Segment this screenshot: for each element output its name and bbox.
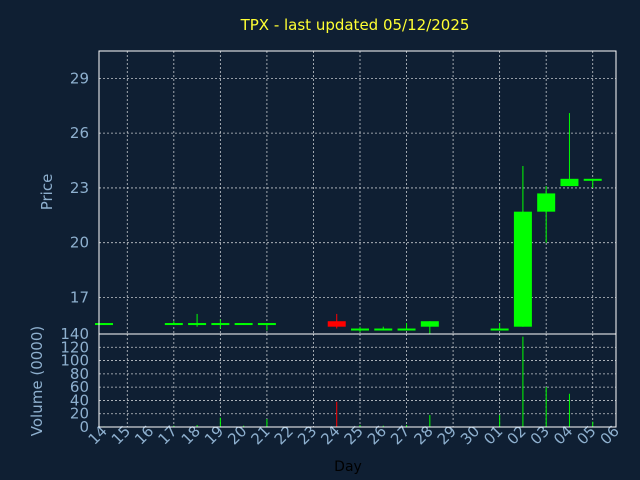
candle-body <box>188 323 207 326</box>
volume-y-tick-label: 0 <box>79 418 89 436</box>
candle-body <box>374 328 393 331</box>
volume-grid <box>99 334 616 427</box>
price-y-tick-label: 17 <box>70 288 89 306</box>
chart-title: TPX - last updated 05/12/2025 <box>240 16 470 34</box>
candle-body <box>164 323 183 326</box>
candle-body <box>351 328 369 331</box>
candle-body <box>583 178 602 181</box>
price-y-ticks: 17 20 23 26 29 <box>70 69 89 306</box>
candle-body <box>211 323 230 326</box>
candle-body <box>490 328 509 331</box>
volume-y-tick-label: 60 <box>70 378 89 396</box>
candles <box>95 113 602 334</box>
volume-y-tick-label: 120 <box>60 338 89 356</box>
volume-bars <box>103 336 594 427</box>
price-grid <box>99 51 616 334</box>
volume-y-tick-label: 100 <box>60 352 89 370</box>
price-y-tick-label: 26 <box>70 124 89 142</box>
candle-body <box>95 323 113 326</box>
price-panel-frame <box>98 50 617 335</box>
candle-body <box>420 321 439 327</box>
x-tick-label: 06 <box>597 422 623 448</box>
candle-body <box>257 323 276 326</box>
x-ticks: 1415161718192021222324252627282930010203… <box>85 422 623 448</box>
volume-y-tick-label: 20 <box>70 405 89 423</box>
candle-body <box>513 211 532 327</box>
price-y-tick-label: 29 <box>70 69 89 87</box>
volume-y-tick-label: 140 <box>60 325 89 343</box>
volume-panel-frame <box>98 333 617 428</box>
price-axis-label: Price <box>38 174 56 211</box>
volume-axis-label: Volume (0000) <box>28 326 46 436</box>
price-y-tick-label: 23 <box>70 179 89 197</box>
volume-y-tick-label: 80 <box>70 365 89 383</box>
price-y-tick-label: 20 <box>70 234 89 252</box>
candle-body <box>234 323 253 326</box>
x-axis-label: Day <box>334 459 362 475</box>
candle-body <box>327 321 346 327</box>
volume-y-tick-label: 40 <box>70 391 89 409</box>
candle-body <box>560 178 579 187</box>
candle-body <box>537 193 556 212</box>
candle-body <box>397 328 416 331</box>
